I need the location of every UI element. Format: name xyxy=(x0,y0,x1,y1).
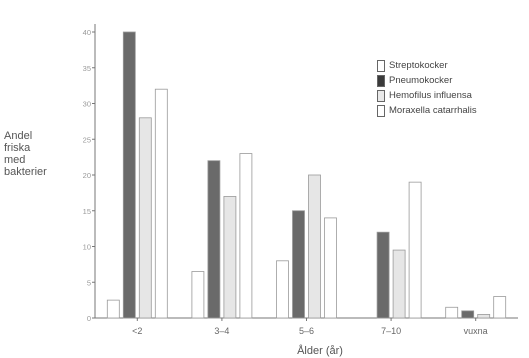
y-axis-label: Andel friska med bakterier xyxy=(4,130,74,178)
bar xyxy=(376,231,390,319)
legend-label: Moraxella catarrhalis xyxy=(389,105,477,116)
bar xyxy=(106,299,120,319)
y-axis-label-line: bakterier xyxy=(4,166,47,178)
bar xyxy=(493,296,507,319)
bar xyxy=(392,249,406,319)
bar xyxy=(308,174,321,319)
bar xyxy=(292,210,305,319)
x-tick-label: 7–10 xyxy=(381,326,401,336)
bar xyxy=(239,153,253,319)
legend-swatch xyxy=(377,89,385,102)
bar xyxy=(408,181,422,319)
y-tick-label: 15 xyxy=(83,207,91,216)
bar xyxy=(223,196,237,319)
bar xyxy=(461,310,475,319)
bar xyxy=(154,88,168,319)
bar xyxy=(122,31,136,319)
bar xyxy=(191,271,205,319)
y-axis-label-line: Andel xyxy=(4,130,33,142)
y-tick-label: 30 xyxy=(83,100,91,109)
chart-ticks: 0 5 10 15 20 25 30 35 40 <2 3–4 5–6 7–10 vuxna xyxy=(83,28,488,336)
y-tick-label: 20 xyxy=(83,171,91,180)
legend-swatch xyxy=(377,74,385,87)
y-tick-label: 0 xyxy=(87,314,91,323)
y-tick-label: 10 xyxy=(83,243,91,252)
legend-item-moraxella: Moraxella catarrhalis xyxy=(377,103,525,118)
y-tick-label: 5 xyxy=(87,278,91,287)
legend-swatch xyxy=(377,59,385,72)
y-tick-label: 35 xyxy=(83,64,91,73)
y-axis-label-line: friska xyxy=(4,142,31,154)
legend-item-hemofilus: Hemofilus influensa xyxy=(377,88,525,103)
bar xyxy=(445,306,459,319)
bar xyxy=(477,314,491,319)
bar xyxy=(276,260,289,319)
legend-item-pneumokocker: Pneumokocker xyxy=(377,73,525,88)
bar xyxy=(324,217,337,319)
legend-label: Pneumokocker xyxy=(389,75,453,86)
y-axis-label-line: med xyxy=(4,154,26,166)
x-tick-label: vuxna xyxy=(464,326,488,336)
legend-item-streptokocker: Streptokocker xyxy=(377,58,525,73)
legend-swatch xyxy=(377,104,385,117)
y-tick-label: 25 xyxy=(83,135,91,144)
x-tick-label: 3–4 xyxy=(214,326,229,336)
bar xyxy=(207,160,221,319)
chart-bars xyxy=(106,31,507,319)
x-tick-label: <2 xyxy=(132,326,142,336)
x-axis-label: Ålder (år) xyxy=(297,344,343,357)
y-tick-label: 40 xyxy=(83,28,91,37)
legend-label: Streptokocker xyxy=(389,60,448,71)
x-tick-label: 5–6 xyxy=(299,326,314,336)
chart-legend: Streptokocker Pneumokocker Hemofilus inf… xyxy=(377,58,525,118)
legend-label: Hemofilus influensa xyxy=(389,90,472,101)
bar xyxy=(138,117,152,319)
